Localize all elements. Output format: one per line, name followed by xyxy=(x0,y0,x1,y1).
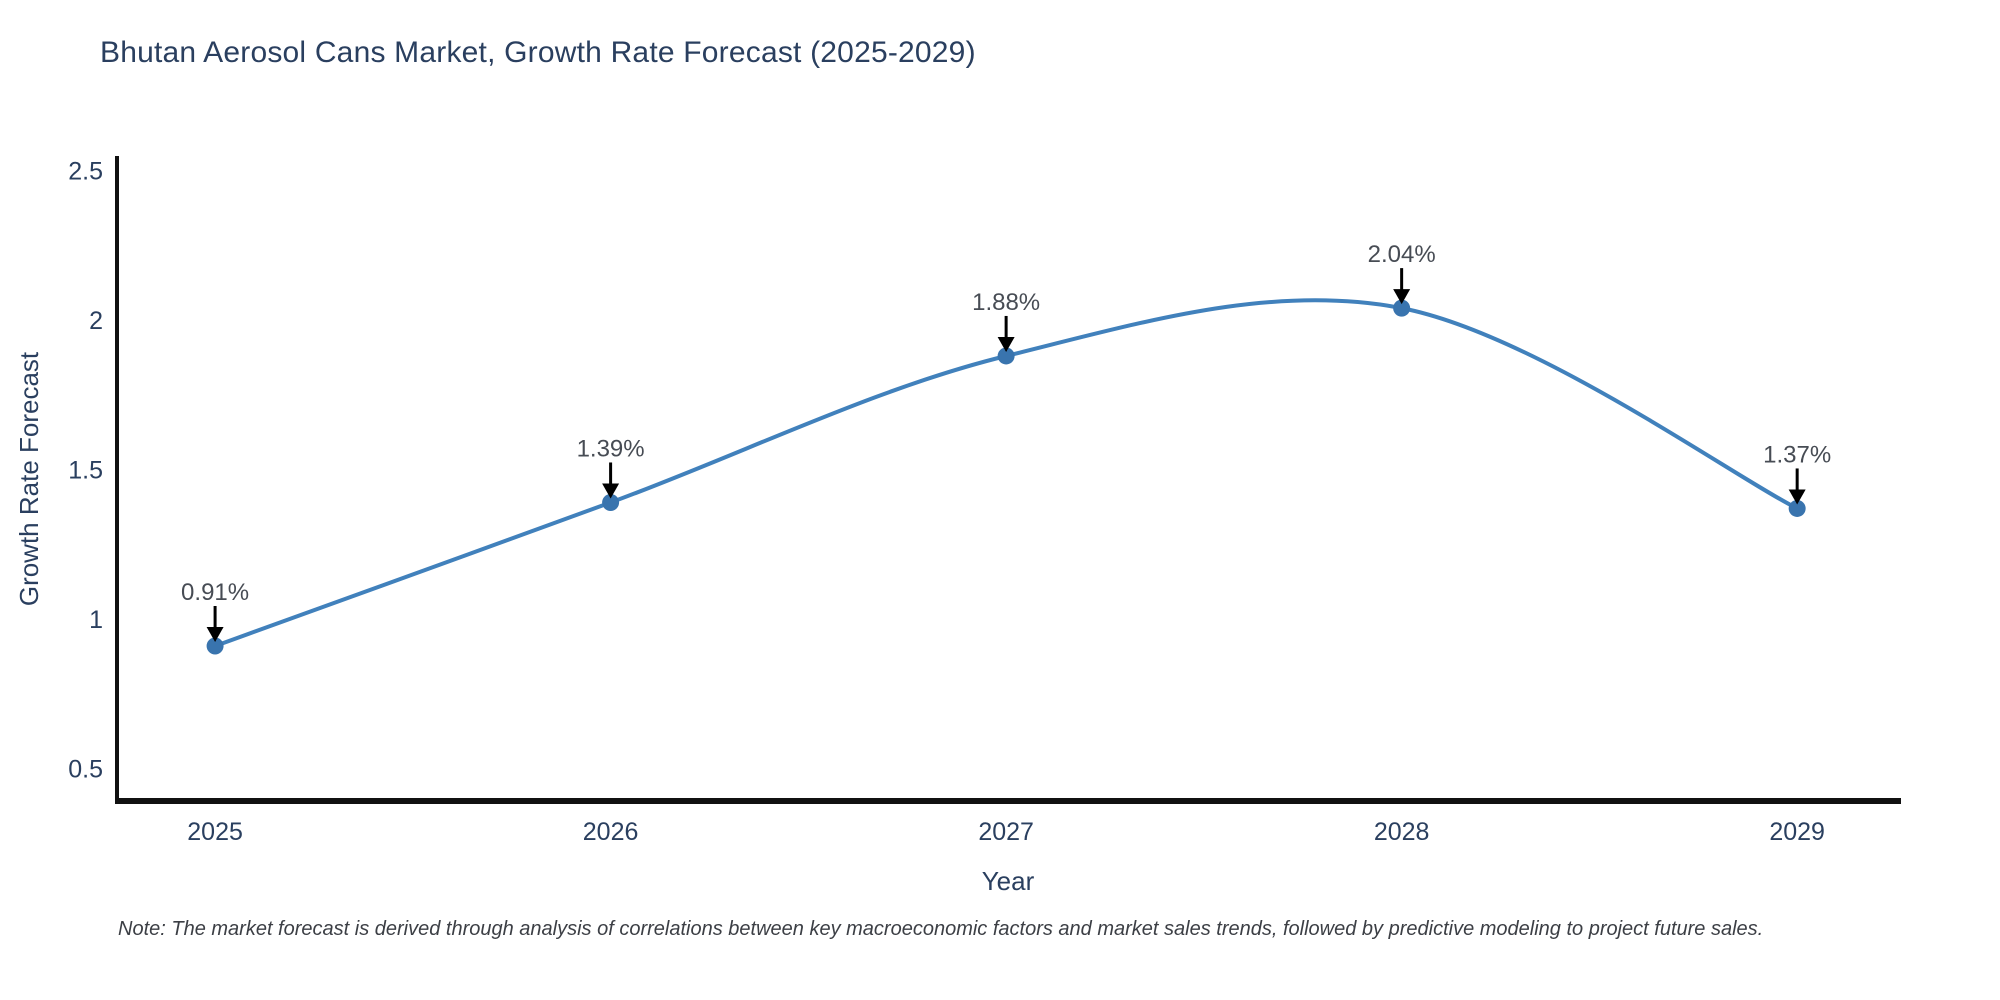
y-tick-label: 1.5 xyxy=(68,457,103,485)
x-tick-label: 2026 xyxy=(583,818,639,846)
data-point-marker xyxy=(997,347,1015,365)
annotation-arrow-head xyxy=(206,627,224,643)
data-point-marker xyxy=(1393,299,1411,317)
y-tick-label: 0.5 xyxy=(68,756,103,784)
annotation-arrow-head xyxy=(602,483,620,499)
x-tick-label: 2029 xyxy=(1769,818,1825,846)
x-tick-label: 2025 xyxy=(187,818,243,846)
y-tick-label: 2 xyxy=(89,307,103,335)
y-tick-label: 1 xyxy=(89,606,103,634)
data-point-label: 1.39% xyxy=(577,435,645,462)
x-tick-label: 2027 xyxy=(978,818,1034,846)
annotation-arrow-head xyxy=(997,336,1015,352)
footnote: Note: The market forecast is derived thr… xyxy=(118,918,1764,940)
y-tick-label: 2.5 xyxy=(68,158,103,186)
data-point-marker xyxy=(1788,499,1806,517)
data-point-label: 1.37% xyxy=(1763,441,1831,468)
x-axis-title: Year xyxy=(982,866,1035,896)
data-point-marker xyxy=(602,493,620,511)
chart-title: Bhutan Aerosol Cans Market, Growth Rate … xyxy=(100,36,976,69)
data-point-marker xyxy=(206,637,224,655)
y-axis-title: Growth Rate Forecast xyxy=(14,351,44,606)
x-tick-label: 2028 xyxy=(1374,818,1430,846)
annotation-arrow-head xyxy=(1393,289,1411,305)
annotation-arrow-head xyxy=(1788,489,1806,505)
data-point-label: 1.88% xyxy=(972,289,1040,316)
data-point-label: 0.91% xyxy=(181,579,249,606)
data-point-label: 2.04% xyxy=(1368,241,1436,268)
